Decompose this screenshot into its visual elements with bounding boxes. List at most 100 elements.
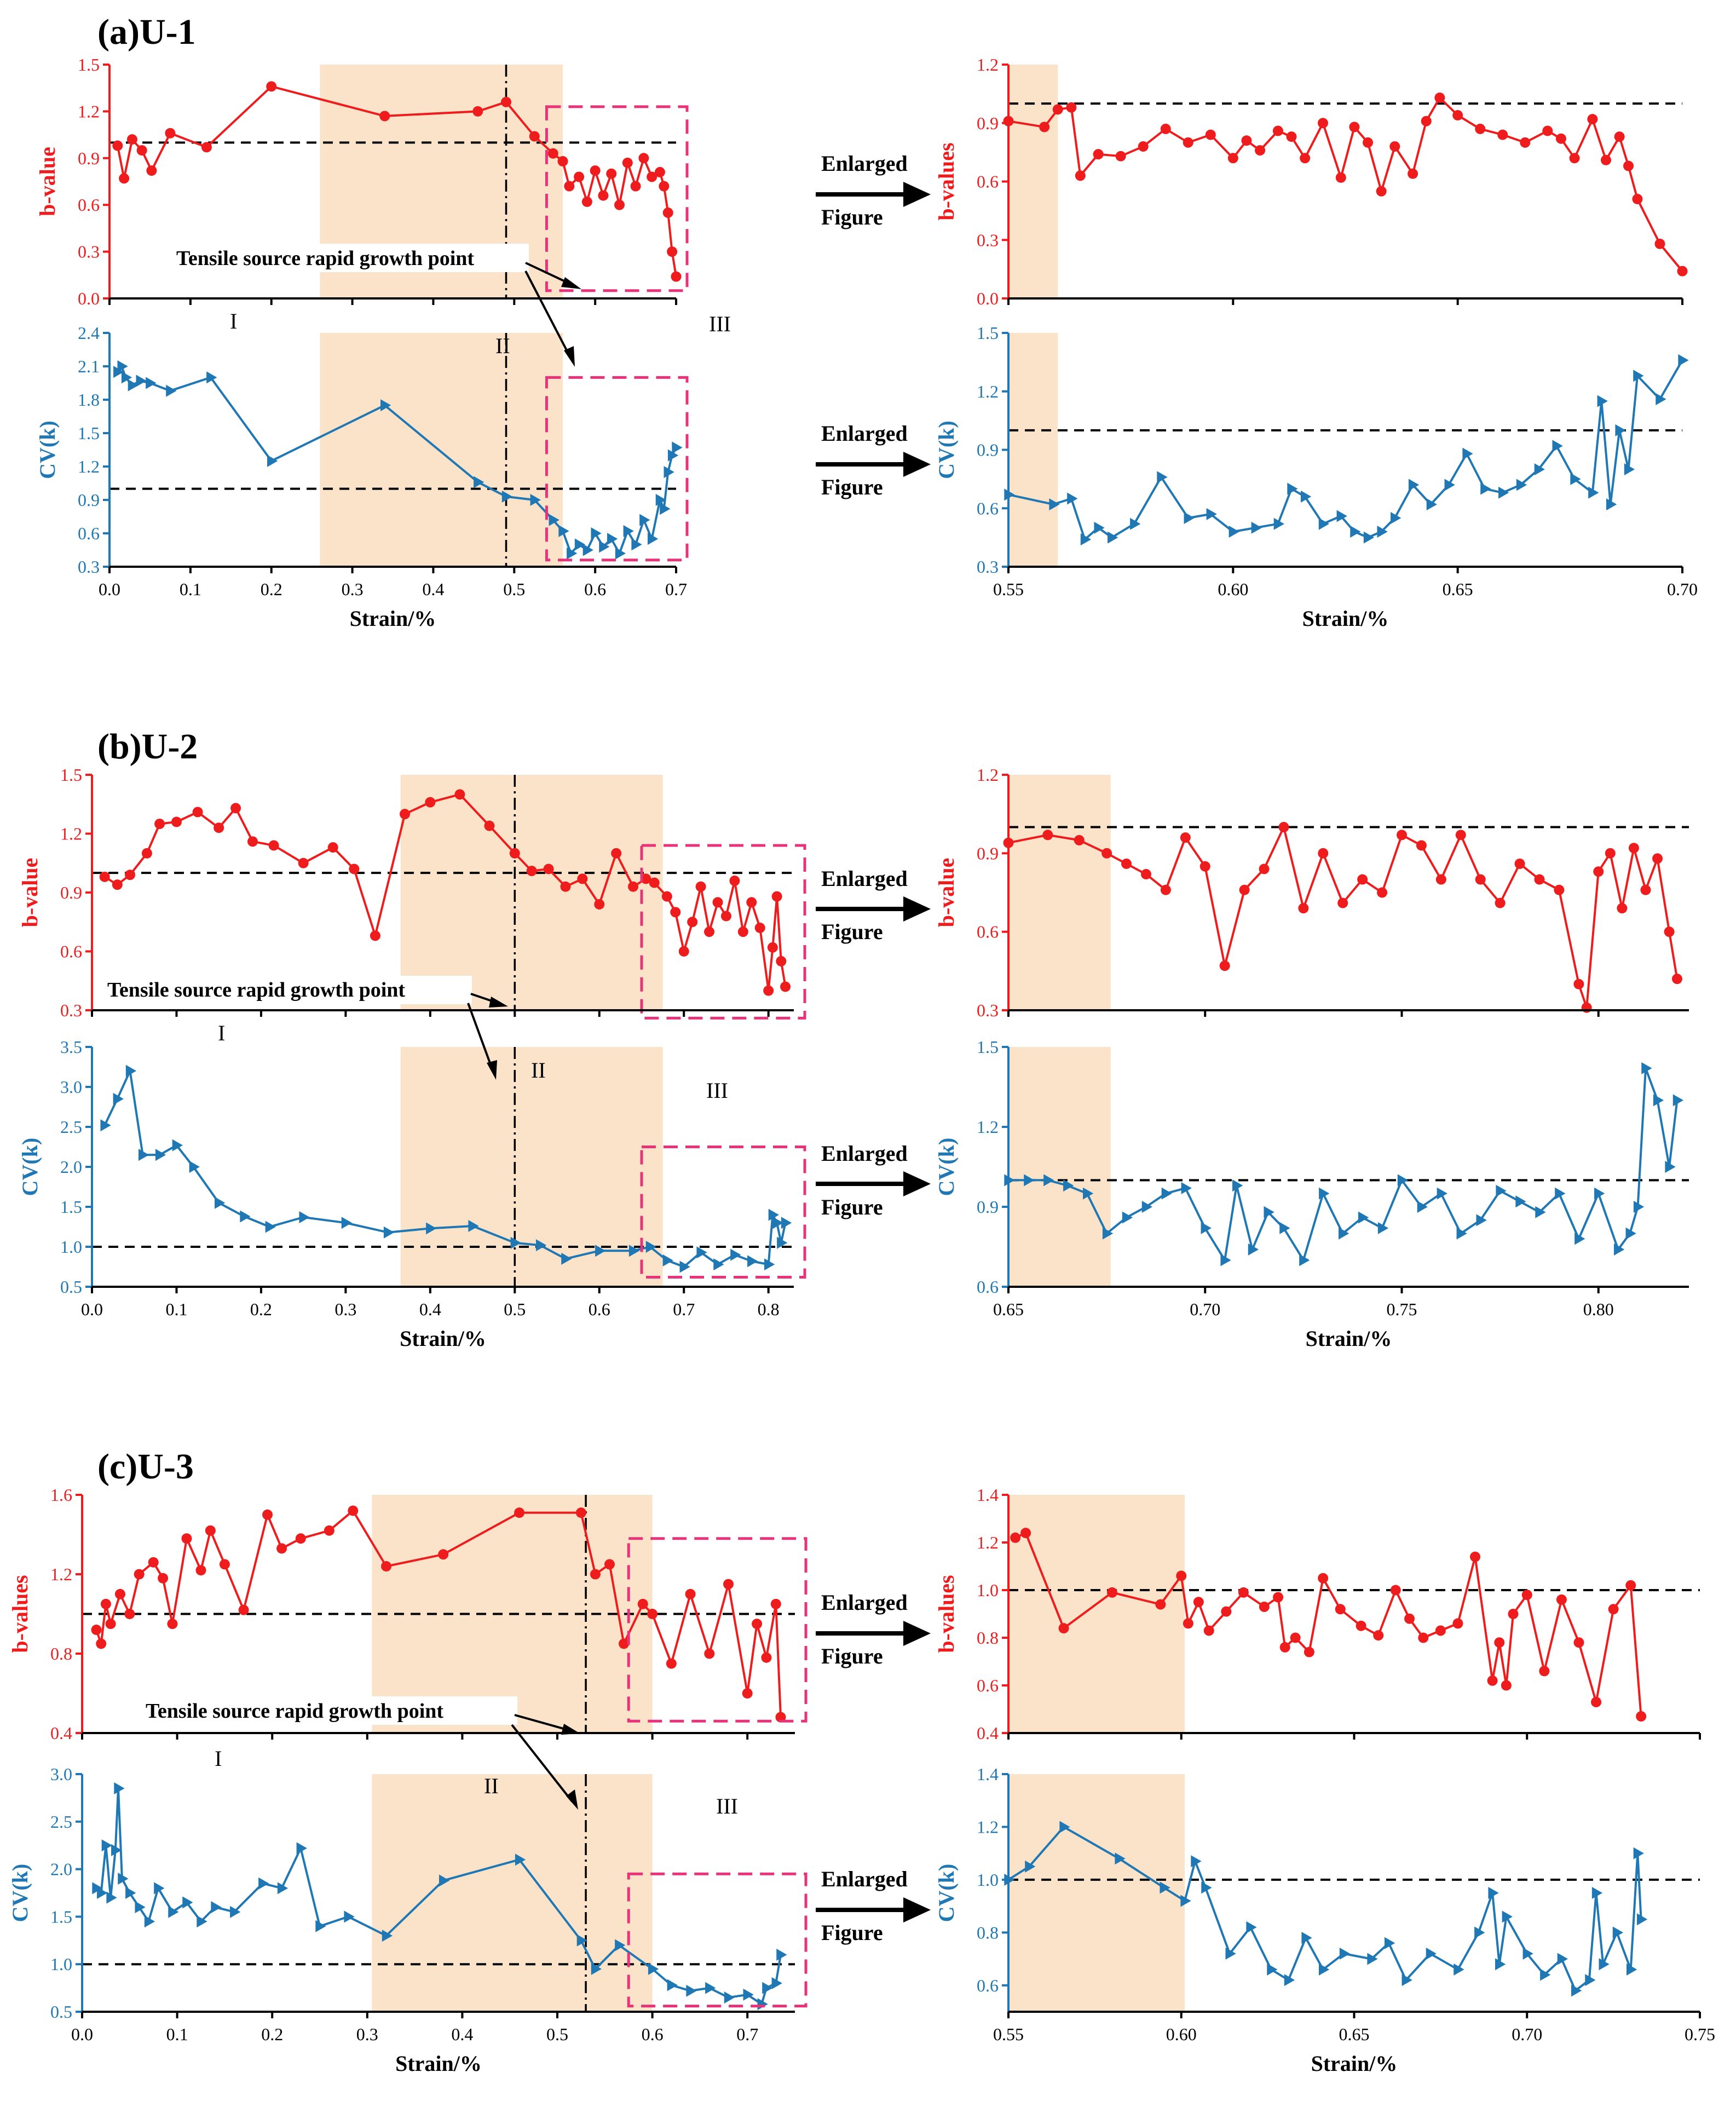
data-point — [615, 1939, 626, 1952]
data-point — [341, 1217, 352, 1229]
data-point — [1608, 1604, 1619, 1615]
data-point — [1426, 1947, 1437, 1960]
y-tick-label: 1.2 — [977, 1533, 999, 1552]
data-point — [1080, 533, 1092, 546]
y-tick-label: 1.5 — [78, 55, 100, 74]
data-point — [474, 476, 485, 488]
x-tick-label: 0.55 — [993, 579, 1024, 599]
data-point — [1408, 479, 1420, 491]
data-point — [1475, 874, 1486, 885]
data-point — [574, 171, 585, 182]
y-axis-label: CV(k) — [934, 1864, 959, 1922]
y-tick-label: 1.5 — [977, 323, 999, 343]
data-point — [114, 1782, 125, 1795]
chart-u3-b-values: 0.4 0.8 1.2 1.6 b-values — [8, 1485, 808, 1743]
data-point — [1273, 517, 1284, 530]
data-point — [299, 1211, 310, 1223]
data-point — [1557, 1953, 1568, 1965]
data-point — [118, 1872, 129, 1885]
y-tick-label: 1.4 — [977, 1485, 999, 1505]
data-point — [1052, 104, 1063, 115]
panel-title-u2: (b)U-2 — [97, 727, 198, 767]
data-point — [1605, 848, 1616, 859]
data-point — [1122, 1211, 1133, 1224]
data-point — [240, 1210, 251, 1223]
data-point — [543, 864, 554, 874]
data-point — [1671, 974, 1682, 985]
data-point — [581, 197, 592, 208]
x-tick-label: 0.1 — [166, 2024, 188, 2044]
y-tick-label: 0.9 — [977, 1197, 999, 1217]
data-point — [439, 1874, 450, 1887]
stage-label-II: II — [484, 1774, 499, 1798]
data-point — [1024, 1174, 1035, 1187]
x-tick-label: 0.65 — [1339, 2024, 1370, 2044]
data-point — [1628, 843, 1639, 854]
data-point — [666, 1658, 677, 1669]
data-point — [509, 848, 520, 859]
data-point — [1220, 1254, 1231, 1267]
data-point — [729, 876, 740, 886]
chart-u3-cvk: 0.5 1.0 1.5 2.0 2.5 3.0 0.0 0.1 0.2 0.3 0.4 0.5 0.6 0… — [8, 1764, 808, 2076]
data-point — [211, 1901, 222, 1914]
x-tick-label: 0.3 — [342, 579, 364, 599]
data-point — [746, 897, 757, 908]
data-point — [1241, 135, 1252, 146]
arrow-head — [903, 182, 931, 207]
annotation-arrowhead-top — [489, 997, 508, 1008]
data-point — [379, 111, 390, 122]
data-point — [1272, 125, 1283, 136]
data-point — [723, 1579, 734, 1590]
y-tick-label: 3.0 — [60, 1077, 82, 1097]
data-point — [1521, 1590, 1532, 1601]
y-tick-label: 0.3 — [977, 1000, 999, 1020]
data-point — [126, 134, 137, 145]
data-point — [276, 1543, 287, 1554]
data-point — [1121, 858, 1132, 869]
data-point — [100, 1598, 111, 1609]
y-tick-label: 0.6 — [78, 195, 100, 215]
data-point — [1199, 861, 1210, 872]
y-tick-label: 0.3 — [78, 242, 100, 262]
y-axis-label: CV(k) — [8, 1864, 32, 1922]
data-point — [121, 371, 132, 384]
y-tick-label: 1.2 — [977, 382, 999, 401]
data-point — [510, 1236, 521, 1249]
data-point — [662, 207, 673, 218]
enlarged-figure-arrow-u2cv: Enlarged Figure — [816, 1141, 931, 1219]
data-point — [713, 1258, 724, 1271]
data-point — [1654, 238, 1665, 249]
data-point — [1287, 482, 1298, 495]
data-point — [776, 955, 787, 966]
tensile-annotation-u2: Tensile source rapid growth point — [105, 976, 508, 1080]
data-point — [1636, 1913, 1648, 1926]
data-point — [1300, 490, 1312, 503]
data-point — [370, 930, 380, 941]
data-point — [662, 1254, 673, 1267]
data-point — [1181, 1182, 1192, 1194]
data-point — [1299, 1254, 1310, 1267]
data-point — [1157, 471, 1168, 483]
x-axis-label: Strain/% — [350, 606, 436, 631]
data-point — [1636, 1711, 1647, 1722]
stage-II-band — [372, 1774, 653, 2012]
data-point — [667, 1979, 678, 1991]
stage-label-III: III — [706, 1078, 728, 1103]
chart-u1-enlarged-cvk: 0.3 0.6 0.9 1.2 1.5 0.55 0.60 0.65 0.70 CV(k) Stra… — [934, 323, 1698, 631]
data-point — [268, 840, 279, 851]
data-point — [667, 246, 678, 257]
data-point — [1180, 1895, 1191, 1907]
data-point — [1205, 129, 1216, 140]
data-point — [637, 1598, 648, 1609]
figure-label: Figure — [821, 1195, 883, 1219]
data-point — [630, 181, 641, 192]
y-tick-label: 1.2 — [78, 101, 100, 121]
data-point — [125, 1887, 136, 1899]
annotation-arrow-bottom — [467, 1003, 494, 1071]
data-point — [1587, 114, 1598, 125]
enlarged-label: Enlarged — [821, 1867, 908, 1891]
data-point — [1094, 521, 1105, 534]
data-point — [1612, 1926, 1623, 1939]
stage-label-I: I — [215, 1746, 222, 1771]
data-point — [111, 1844, 122, 1856]
